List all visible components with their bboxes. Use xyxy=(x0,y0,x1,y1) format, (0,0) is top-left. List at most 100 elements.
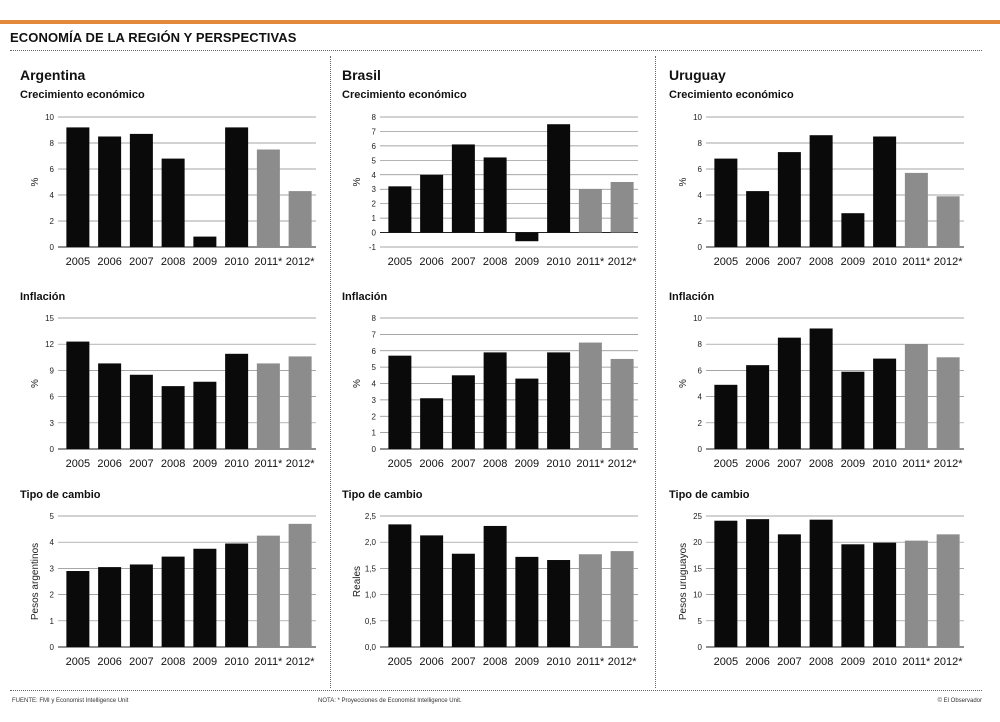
br-growth-ytick-label: 6 xyxy=(372,142,377,151)
uy-inflation-bar xyxy=(714,384,738,449)
br-inflation-xtick-label: 2005 xyxy=(388,458,412,470)
ar-growth-ytick-label: 10 xyxy=(45,113,54,122)
uy-inflation-bar xyxy=(777,337,801,449)
ar-growth-bar xyxy=(161,158,185,247)
uy-fx-bar xyxy=(873,542,897,647)
ar-growth-ytick-label: 8 xyxy=(50,139,55,148)
ar-fx-xtick-label: 2011* xyxy=(254,656,283,668)
country-label-uruguay: Uruguay xyxy=(669,67,726,83)
uy-fx-ytick-label: 0 xyxy=(698,643,703,652)
header-divider xyxy=(10,50,982,51)
br-growth-bar xyxy=(578,189,602,233)
br-inflation-ytick-label: 8 xyxy=(372,314,377,323)
br-inflation-bar xyxy=(420,398,444,449)
uy-fx-ylabel: Pesos uruguayos xyxy=(678,543,689,620)
country-label-brasil: Brasil xyxy=(342,67,381,83)
uy-inflation-xtick-label: 2012* xyxy=(934,458,963,470)
ar-inflation-bar xyxy=(193,381,217,449)
br-growth-ytick-label: 5 xyxy=(372,156,377,165)
br-growth-bar xyxy=(483,157,507,233)
br-inflation-ytick-label: 4 xyxy=(372,380,377,389)
uy-inflation-xtick-label: 2007 xyxy=(777,458,801,470)
br-inflation-xtick-label: 2006 xyxy=(419,458,443,470)
uy-growth-ytick-label: 6 xyxy=(698,165,703,174)
br-fx-bar xyxy=(578,554,602,647)
uy-inflation-bar xyxy=(841,371,865,449)
br-inflation-xtick-label: 2010 xyxy=(546,458,570,470)
br-fx-bar xyxy=(547,560,571,647)
ar-fx-xtick-label: 2010 xyxy=(224,656,248,668)
uy-inflation-ylabel: % xyxy=(678,379,689,388)
br-growth-ytick-label: 8 xyxy=(372,113,377,122)
uy-growth-ytick-label: 8 xyxy=(698,139,703,148)
uy-growth-bar xyxy=(904,172,928,247)
ar-fx-ytick-label: 5 xyxy=(50,512,55,521)
uy-inflation-xtick-label: 2008 xyxy=(809,458,833,470)
footer-note: NOTA: * Proyecciones de Economist Intell… xyxy=(318,698,462,704)
ar-fx-ytick-label: 3 xyxy=(50,564,55,573)
uy-fx-xtick-label: 2005 xyxy=(714,656,738,668)
br-growth-xtick-label: 2007 xyxy=(451,256,475,268)
ar-inflation-ylabel: % xyxy=(30,379,41,388)
br-inflation-bar xyxy=(451,375,475,449)
chart-title-br-growth: Crecimiento económico xyxy=(342,89,467,101)
br-fx-xtick-label: 2009 xyxy=(515,656,539,668)
br-fx-ytick-label: 0,0 xyxy=(365,643,377,652)
br-growth-xtick-label: 2005 xyxy=(388,256,412,268)
uy-growth-xtick-label: 2008 xyxy=(809,256,833,268)
ar-inflation-xtick-label: 2008 xyxy=(161,458,185,470)
ar-growth-xtick-label: 2005 xyxy=(66,256,90,268)
br-growth-ytick-label: 7 xyxy=(372,127,377,136)
br-growth-xtick-label: 2006 xyxy=(419,256,443,268)
ar-inflation-xtick-label: 2009 xyxy=(193,458,217,470)
uy-growth-xtick-label: 2005 xyxy=(714,256,738,268)
br-inflation-xtick-label: 2009 xyxy=(515,458,539,470)
ar-fx-xtick-label: 2008 xyxy=(161,656,185,668)
br-inflation-bar xyxy=(578,342,602,449)
br-fx-xtick-label: 2012* xyxy=(608,656,637,668)
ar-fx-xtick-label: 2005 xyxy=(66,656,90,668)
uy-growth-xtick-label: 2006 xyxy=(745,256,769,268)
ar-fx-bar xyxy=(288,523,312,647)
br-growth-bar xyxy=(451,144,475,233)
br-inflation-bar xyxy=(483,352,507,449)
br-growth-xtick-label: 2009 xyxy=(515,256,539,268)
uy-growth-bar xyxy=(746,191,770,247)
br-fx-bar xyxy=(388,524,412,647)
ar-growth-ytick-label: 6 xyxy=(50,165,55,174)
uy-growth-bar xyxy=(936,196,960,247)
uy-fx-ytick-label: 10 xyxy=(693,591,702,600)
chart-title-ar-growth: Crecimiento económico xyxy=(20,89,145,101)
br-growth-ytick-label: -1 xyxy=(369,243,377,252)
ar-growth-xtick-label: 2012* xyxy=(286,256,315,268)
br-inflation-ytick-label: 3 xyxy=(372,396,377,405)
ar-inflation-ytick-label: 15 xyxy=(45,314,54,323)
br-inflation-bar xyxy=(610,358,634,449)
ar-fx-ytick-label: 1 xyxy=(50,617,55,626)
br-fx-bar xyxy=(420,535,444,647)
ar-growth-xtick-label: 2008 xyxy=(161,256,185,268)
uy-inflation-xtick-label: 2005 xyxy=(714,458,738,470)
ar-fx-bar xyxy=(225,543,249,647)
br-fx-bar xyxy=(483,525,507,647)
br-growth-ytick-label: 4 xyxy=(372,171,377,180)
footer-source: FUENTE: FMI y Economist Intelligence Uni… xyxy=(12,698,129,704)
country-label-argentina: Argentina xyxy=(20,67,86,83)
br-inflation-xtick-label: 2007 xyxy=(451,458,475,470)
footer-divider xyxy=(10,690,982,691)
br-growth-ytick-label: 0 xyxy=(372,229,377,238)
uy-inflation-bar xyxy=(904,344,928,449)
uy-fx-xtick-label: 2007 xyxy=(777,656,801,668)
uy-fx-bar xyxy=(936,534,960,647)
br-growth-bar xyxy=(547,124,571,233)
uy-fx-xtick-label: 2011* xyxy=(902,656,931,668)
br-fx-xtick-label: 2008 xyxy=(483,656,507,668)
ar-inflation-xtick-label: 2011* xyxy=(254,458,283,470)
ar-growth-xtick-label: 2010 xyxy=(224,256,248,268)
column-divider-1 xyxy=(330,56,331,688)
br-inflation-ytick-label: 5 xyxy=(372,363,377,372)
uy-growth-ytick-label: 10 xyxy=(693,113,702,122)
uy-growth-ylabel: % xyxy=(678,177,689,186)
uy-fx-ytick-label: 20 xyxy=(693,538,702,547)
uy-growth-bar xyxy=(809,135,833,247)
